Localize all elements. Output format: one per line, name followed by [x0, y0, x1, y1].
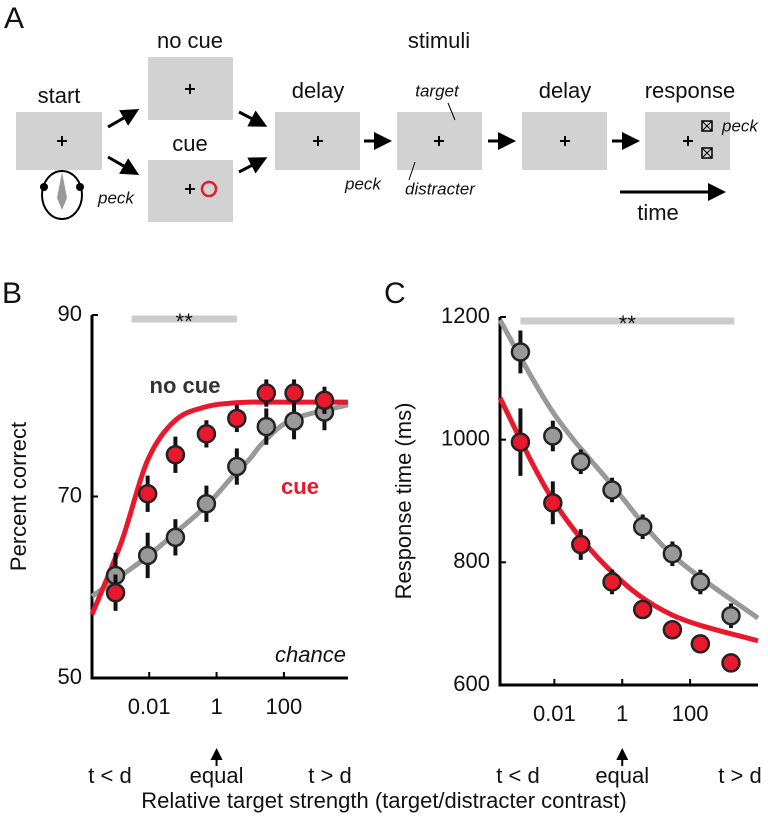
data-point — [137, 545, 158, 566]
data-point — [662, 620, 683, 640]
beak — [57, 172, 67, 210]
data-point — [165, 445, 186, 465]
x-tick-label: 1 — [210, 694, 222, 719]
significance-label: ** — [176, 309, 194, 334]
data-point — [690, 634, 711, 654]
arrow — [107, 109, 140, 129]
panel-label: B — [2, 277, 22, 310]
data-point — [227, 456, 247, 477]
data-point — [227, 408, 247, 429]
data-point — [314, 390, 335, 411]
step-note: peck — [344, 174, 382, 193]
step-label: stimuli — [408, 28, 470, 53]
x-annotation: t < d — [496, 763, 539, 788]
significance-label: ** — [619, 311, 637, 336]
y-axis-label: Response time (ms) — [391, 403, 416, 600]
step-note: peck — [721, 116, 759, 135]
y-tick-label: 1000 — [441, 425, 490, 450]
cue-ring — [200, 180, 218, 198]
data-point — [196, 494, 217, 514]
annotation: chance — [275, 642, 346, 667]
step-label: response — [645, 78, 736, 103]
panel-label: C — [384, 277, 406, 310]
x-annotation: t < d — [88, 763, 131, 788]
step-label: start — [38, 83, 81, 108]
data-point — [256, 383, 277, 403]
data-point — [510, 342, 531, 362]
series-label: cue — [281, 474, 319, 499]
step-note: peck — [97, 188, 135, 207]
step-label: delay — [539, 78, 592, 103]
y-axis-label: Percent correct — [6, 422, 31, 571]
step-note: distracter — [405, 179, 476, 198]
data-point — [690, 572, 711, 592]
data-point — [256, 416, 277, 437]
data-point — [571, 451, 591, 472]
data-point — [662, 543, 683, 564]
arrow — [107, 155, 140, 175]
data-point — [632, 599, 653, 620]
step-label: no cue — [157, 28, 223, 53]
x-axis-label: Relative target strength (target/distrac… — [141, 788, 626, 813]
pointer — [447, 102, 456, 121]
x-tick-label: 100 — [672, 701, 709, 726]
data-point — [165, 527, 186, 548]
fixation — [57, 84, 693, 194]
data-point — [196, 424, 217, 444]
panel-label: A — [4, 2, 24, 35]
choice — [701, 120, 713, 132]
panel-a: A start no cue cue delay stimuli target … — [4, 2, 759, 225]
pointer — [408, 161, 416, 181]
step-note: target — [415, 81, 460, 100]
x-tick-label: 0.01 — [533, 701, 576, 726]
x-annotation: t > d — [718, 763, 761, 788]
data-point — [105, 582, 126, 603]
y-tick-label: 1200 — [441, 303, 490, 328]
x-annotation: t > d — [308, 763, 351, 788]
y-tick-label: 800 — [453, 548, 490, 573]
data-point — [602, 572, 622, 592]
choice-x — [701, 120, 713, 159]
data-point — [543, 426, 563, 446]
y-tick-label: 50 — [58, 664, 82, 689]
axes — [90, 315, 348, 680]
x-annotation: equal — [595, 763, 649, 788]
data-point — [721, 605, 741, 626]
eye — [76, 183, 84, 191]
time-label: time — [637, 200, 679, 225]
data-point — [571, 534, 591, 555]
fit-curve — [89, 399, 348, 616]
eye — [40, 183, 48, 191]
arrow — [238, 110, 268, 127]
y-tick-label: 600 — [453, 671, 490, 696]
x-annotation: equal — [190, 763, 244, 788]
data-point — [543, 493, 563, 513]
step-label: delay — [292, 78, 345, 103]
step-label: cue — [172, 131, 207, 156]
y-tick-label: 90 — [58, 301, 82, 326]
data-point — [721, 653, 741, 673]
choice — [701, 147, 713, 159]
data-point — [284, 383, 304, 403]
x-tick-label: 100 — [266, 694, 303, 719]
series-label: no cue — [150, 373, 221, 398]
data-point — [137, 484, 158, 504]
axes — [498, 317, 758, 687]
arrow — [238, 157, 268, 174]
fit-curve — [497, 396, 759, 644]
data-point — [510, 432, 531, 452]
x-tick-label: 0.01 — [128, 694, 171, 719]
y-tick-label: 70 — [58, 482, 82, 507]
x-tick-label: 1 — [616, 701, 628, 726]
data-point — [632, 517, 653, 537]
data-point — [602, 480, 622, 500]
data-point — [284, 411, 304, 431]
fit-curve — [90, 402, 349, 599]
fit-curve — [497, 318, 760, 621]
